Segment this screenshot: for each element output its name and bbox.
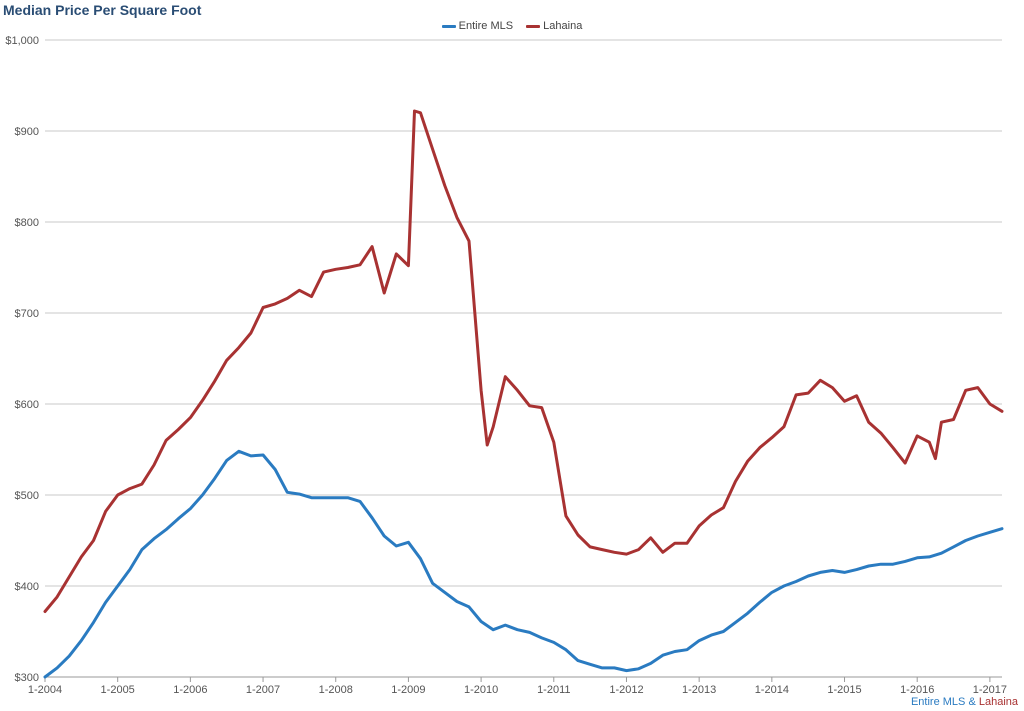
y-tick-label: $300 xyxy=(15,672,39,684)
x-tick-label: 1-2004 xyxy=(28,684,62,696)
y-tick-label: $900 xyxy=(15,126,39,138)
x-tick-label: 1-2005 xyxy=(101,684,135,696)
chart-title: Median Price Per Square Foot xyxy=(3,2,202,18)
x-tick-label: 1-2007 xyxy=(246,684,280,696)
legend-label-lahaina: Lahaina xyxy=(543,20,583,32)
legend-label-entire-mls: Entire MLS xyxy=(458,20,514,32)
x-tick-label: 1-2014 xyxy=(755,684,789,696)
series-line-lahaina[interactable] xyxy=(43,109,1004,613)
y-tick-label: $400 xyxy=(15,581,39,593)
y-axis-ticks: $300 $400 $500 $600 $700 $800 $900 $1,000 xyxy=(5,35,39,684)
series-lines xyxy=(43,109,1004,679)
x-tick-label: 1-2006 xyxy=(173,684,207,696)
credit-separator: & xyxy=(965,696,979,708)
y-tick-label: $800 xyxy=(15,217,39,229)
x-tick-label: 1-2009 xyxy=(391,684,425,696)
credit-entire-mls: Entire MLS xyxy=(910,696,966,708)
legend-swatch-entire-mls xyxy=(441,24,456,28)
chart-credit: Entire MLS & Lahaina xyxy=(911,696,1018,708)
legend-item-lahaina[interactable]: Lahaina xyxy=(526,20,582,32)
gridlines xyxy=(45,39,1002,678)
x-tick-label: 1-2011 xyxy=(537,684,570,696)
y-tick-label: $1,000 xyxy=(5,35,39,47)
legend: Entire MLS Lahaina xyxy=(0,20,1024,32)
x-tick-label: 1-2017 xyxy=(973,684,1007,696)
y-tick-label: $700 xyxy=(15,308,39,320)
y-tick-label: $600 xyxy=(15,399,39,411)
x-axis-ticks: 1-2004 1-2005 1-2006 1-2007 1-2008 1-2009 1-20… xyxy=(28,677,1007,696)
x-tick-label: 1-2010 xyxy=(464,684,498,696)
x-tick-label: 1-2015 xyxy=(827,684,861,696)
x-tick-label: 1-2012 xyxy=(609,684,643,696)
y-tick-label: $500 xyxy=(15,490,39,502)
credit-lahaina: Lahaina xyxy=(978,696,1018,708)
x-tick-label: 1-2016 xyxy=(900,684,934,696)
legend-swatch-lahaina xyxy=(526,24,541,28)
legend-item-entire-mls[interactable]: Entire MLS xyxy=(441,20,514,32)
series-line-entire-mls[interactable] xyxy=(43,449,1004,679)
x-tick-label: 1-2013 xyxy=(682,684,716,696)
x-tick-label: 1-2008 xyxy=(319,684,353,696)
